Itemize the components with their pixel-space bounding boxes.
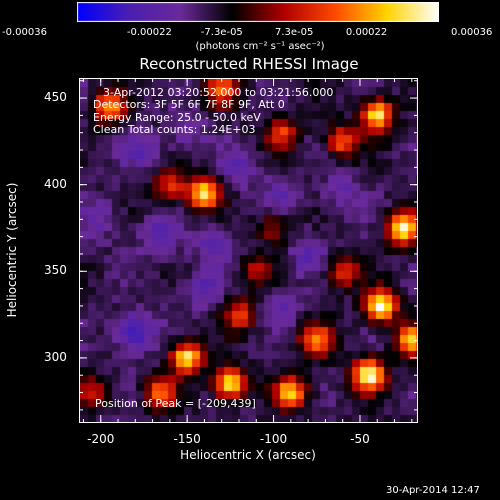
- annotation-peak: Position of Peak = [-209,439]: [95, 397, 256, 410]
- plot-frame: [79, 78, 418, 423]
- y-tick-label: 350: [44, 263, 67, 278]
- x-tick-label: -150: [173, 432, 201, 446]
- colorbar-tick-label: 0.00022: [345, 27, 388, 38]
- annotation-detectors: Detectors: 3F 5F 6F 7F 8F 9F, Att 0: [93, 98, 285, 111]
- colorbar: [77, 2, 439, 22]
- y-axis-label: Heliocentric Y (arcsec): [5, 182, 19, 318]
- colorbar-tick-label: 0.00036: [451, 27, 493, 38]
- colorbar-unit-label: (photons cm⁻² s⁻¹ asec⁻²): [195, 41, 325, 52]
- annotation-clean: Clean Total counts: 1.24E+03: [93, 123, 256, 136]
- x-tick-label: -200: [87, 432, 115, 446]
- x-tick-label: -100: [259, 432, 288, 446]
- annotation-energy: Energy Range: 25.0 - 50.0 keV: [93, 111, 261, 124]
- colorbar-tick-label: 7.3e-05: [274, 27, 314, 38]
- heatmap-image: [80, 79, 417, 422]
- y-tick-label: 450: [44, 90, 67, 105]
- y-tick-label: 300: [44, 349, 67, 364]
- colorbar-tick-label: -0.00022: [126, 27, 172, 38]
- footer-date: 30-Apr-2014 12:47: [386, 485, 480, 496]
- chart-title: Reconstructed RHESSI Image: [139, 55, 359, 73]
- colorbar-tick-label: -0.00036: [2, 27, 47, 38]
- y-tick-label: 400: [44, 176, 67, 191]
- x-axis-label: Heliocentric X (arcsec): [180, 448, 316, 462]
- x-tick-label: -50: [350, 432, 370, 446]
- annotation-time: 3-Apr-2012 03:20:52.000 to 03:21:56.000: [103, 86, 334, 99]
- colorbar-tick-label: -7.3e-05: [200, 27, 243, 38]
